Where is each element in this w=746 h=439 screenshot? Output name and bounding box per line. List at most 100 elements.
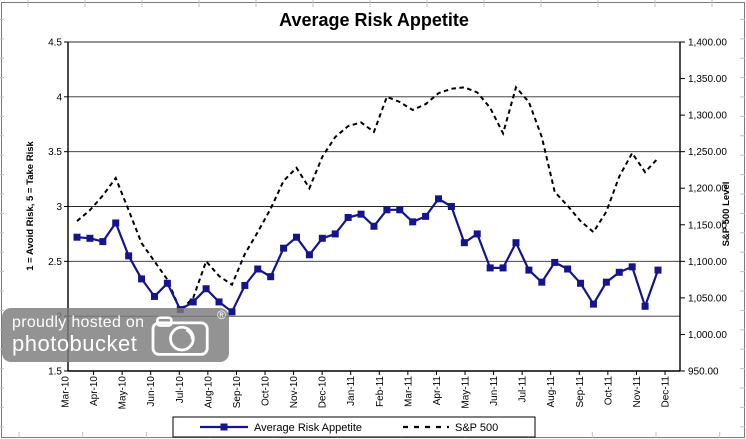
- risk-series-marker: [499, 264, 507, 272]
- x-axis-tick-label: Aug-10: [203, 376, 214, 409]
- right-axis-tick-label: 1,100.00: [688, 257, 727, 268]
- registered-trademark-icon: ®: [217, 308, 226, 322]
- legend-risk-label: Average Risk Appetite: [254, 422, 362, 434]
- risk-series-marker: [202, 285, 210, 293]
- risk-series-line: [76, 197, 660, 313]
- risk-series-marker: [370, 222, 378, 230]
- risk-series-marker: [383, 206, 391, 214]
- right-axis-tick-label: 1,400.00: [688, 38, 727, 49]
- risk-series-marker: [163, 279, 171, 287]
- risk-series-marker: [538, 278, 546, 286]
- risk-series-marker: [409, 218, 417, 226]
- x-axis-tick-label: Apr-10: [89, 376, 100, 406]
- legend-sp500-label: S&P 500: [455, 422, 498, 434]
- risk-series-marker: [589, 300, 597, 308]
- risk-series-marker: [641, 302, 649, 310]
- right-axis-tick-label: 1,200.00: [688, 184, 727, 195]
- risk-series-marker: [525, 266, 533, 274]
- risk-series-marker: [150, 292, 158, 300]
- x-axis-tick-label: Sep-11: [575, 376, 586, 408]
- x-axis-tick-label: Mar-10: [61, 376, 72, 408]
- right-axis-tick-label: 950.00: [688, 367, 719, 378]
- left-axis-tick-label: 4.5: [48, 38, 62, 49]
- x-axis-tick-label: May-11: [461, 376, 472, 409]
- risk-series-marker: [344, 213, 352, 221]
- risk-series-marker: [125, 252, 133, 260]
- risk-series-marker: [73, 233, 81, 241]
- risk-series-marker: [86, 234, 94, 242]
- left-axis-tick-label: 2.5: [48, 257, 62, 268]
- x-axis-tick-label: Nov-11: [632, 376, 643, 408]
- x-axis-tick-label: Dec-11: [661, 376, 672, 408]
- risk-series-marker: [305, 251, 313, 259]
- risk-series-marker: [357, 210, 365, 218]
- risk-series-marker: [628, 263, 636, 271]
- risk-series-marker: [564, 265, 572, 273]
- risk-series-marker: [138, 275, 146, 283]
- left-axis-tick-label: 3: [56, 202, 62, 213]
- risk-series-marker: [254, 265, 262, 273]
- right-axis-tick-label: 1,000.00: [688, 330, 727, 341]
- right-axis-tick-label: 1,050.00: [688, 293, 727, 304]
- risk-series-marker: [473, 230, 481, 238]
- watermark-text: proudly hosted on photobucket: [2, 315, 144, 355]
- x-axis-tick-label: Dec-10: [318, 376, 329, 409]
- x-axis-tick-label: May-10: [118, 376, 129, 410]
- risk-series-marker: [280, 244, 288, 252]
- x-axis-tick-label: Jun-11: [489, 376, 500, 406]
- right-axis-tick-label: 1,350.00: [688, 74, 727, 85]
- risk-series-marker: [99, 238, 107, 246]
- risk-series-marker: [460, 239, 468, 247]
- risk-series-marker: [512, 239, 520, 247]
- camera-icon: [151, 316, 209, 356]
- watermark-line2: photobucket: [12, 331, 138, 356]
- x-axis-tick-label: Mar-11: [403, 376, 414, 407]
- risk-series-marker: [318, 234, 326, 242]
- risk-series-marker: [447, 203, 455, 210]
- x-axis-tick-label: Oct-11: [603, 376, 614, 406]
- risk-series-marker: [292, 233, 300, 241]
- x-axis-tick-label: Aug-11: [546, 376, 557, 408]
- risk-series-marker: [228, 308, 236, 316]
- risk-series-marker: [241, 281, 249, 289]
- right-axis-tick-label: 1,250.00: [688, 147, 727, 158]
- legend-risk-marker: [220, 423, 228, 431]
- left-axis-tick-label: 4: [56, 92, 62, 103]
- left-axis-tick-label: 3.5: [48, 147, 62, 158]
- risk-series-marker: [331, 230, 339, 238]
- risk-series-marker: [112, 219, 120, 227]
- risk-series-marker: [551, 258, 559, 266]
- risk-series-marker: [486, 264, 494, 272]
- sp500-series-line: [76, 85, 659, 313]
- right-axis-tick-label: 1,300.00: [688, 111, 727, 122]
- legend-box: [172, 416, 536, 438]
- risk-series-marker: [602, 278, 610, 286]
- left-axis-title: 1 = Avoid Risk, 5 = Take Risk: [25, 141, 36, 271]
- x-axis-tick-label: Oct-10: [261, 376, 272, 406]
- x-axis-tick-label: Apr-11: [432, 376, 443, 406]
- x-axis-tick-label: Nov-10: [289, 376, 300, 409]
- risk-series-marker: [435, 195, 443, 203]
- x-axis-tick-label: Feb-11: [375, 376, 386, 407]
- x-axis-tick-label: Jun-10: [146, 376, 157, 407]
- risk-series-marker: [422, 212, 430, 220]
- risk-series-marker: [577, 279, 585, 287]
- x-axis-tick-label: Jul-11: [518, 376, 529, 403]
- risk-series-marker: [189, 298, 197, 306]
- right-axis-title: S&P 500 Level: [721, 182, 732, 247]
- watermark-line1: proudly hosted on: [12, 314, 145, 331]
- risk-series-marker: [396, 206, 404, 214]
- right-axis-tick-label: 1,150.00: [688, 220, 727, 231]
- x-axis-tick-label: Jan-11: [346, 376, 357, 406]
- x-axis-tick-label: Jul-10: [175, 376, 186, 404]
- x-axis-tick-label: Sep-10: [232, 376, 243, 409]
- photobucket-watermark: proudly hosted on photobucket ®: [2, 308, 229, 362]
- risk-series-marker: [267, 273, 275, 281]
- risk-series-marker: [654, 266, 662, 274]
- risk-series-marker: [615, 268, 623, 276]
- left-axis-tick-label: 1.5: [48, 367, 62, 378]
- chart-title: Average Risk Appetite: [279, 10, 469, 30]
- risk-series-marker: [215, 298, 223, 306]
